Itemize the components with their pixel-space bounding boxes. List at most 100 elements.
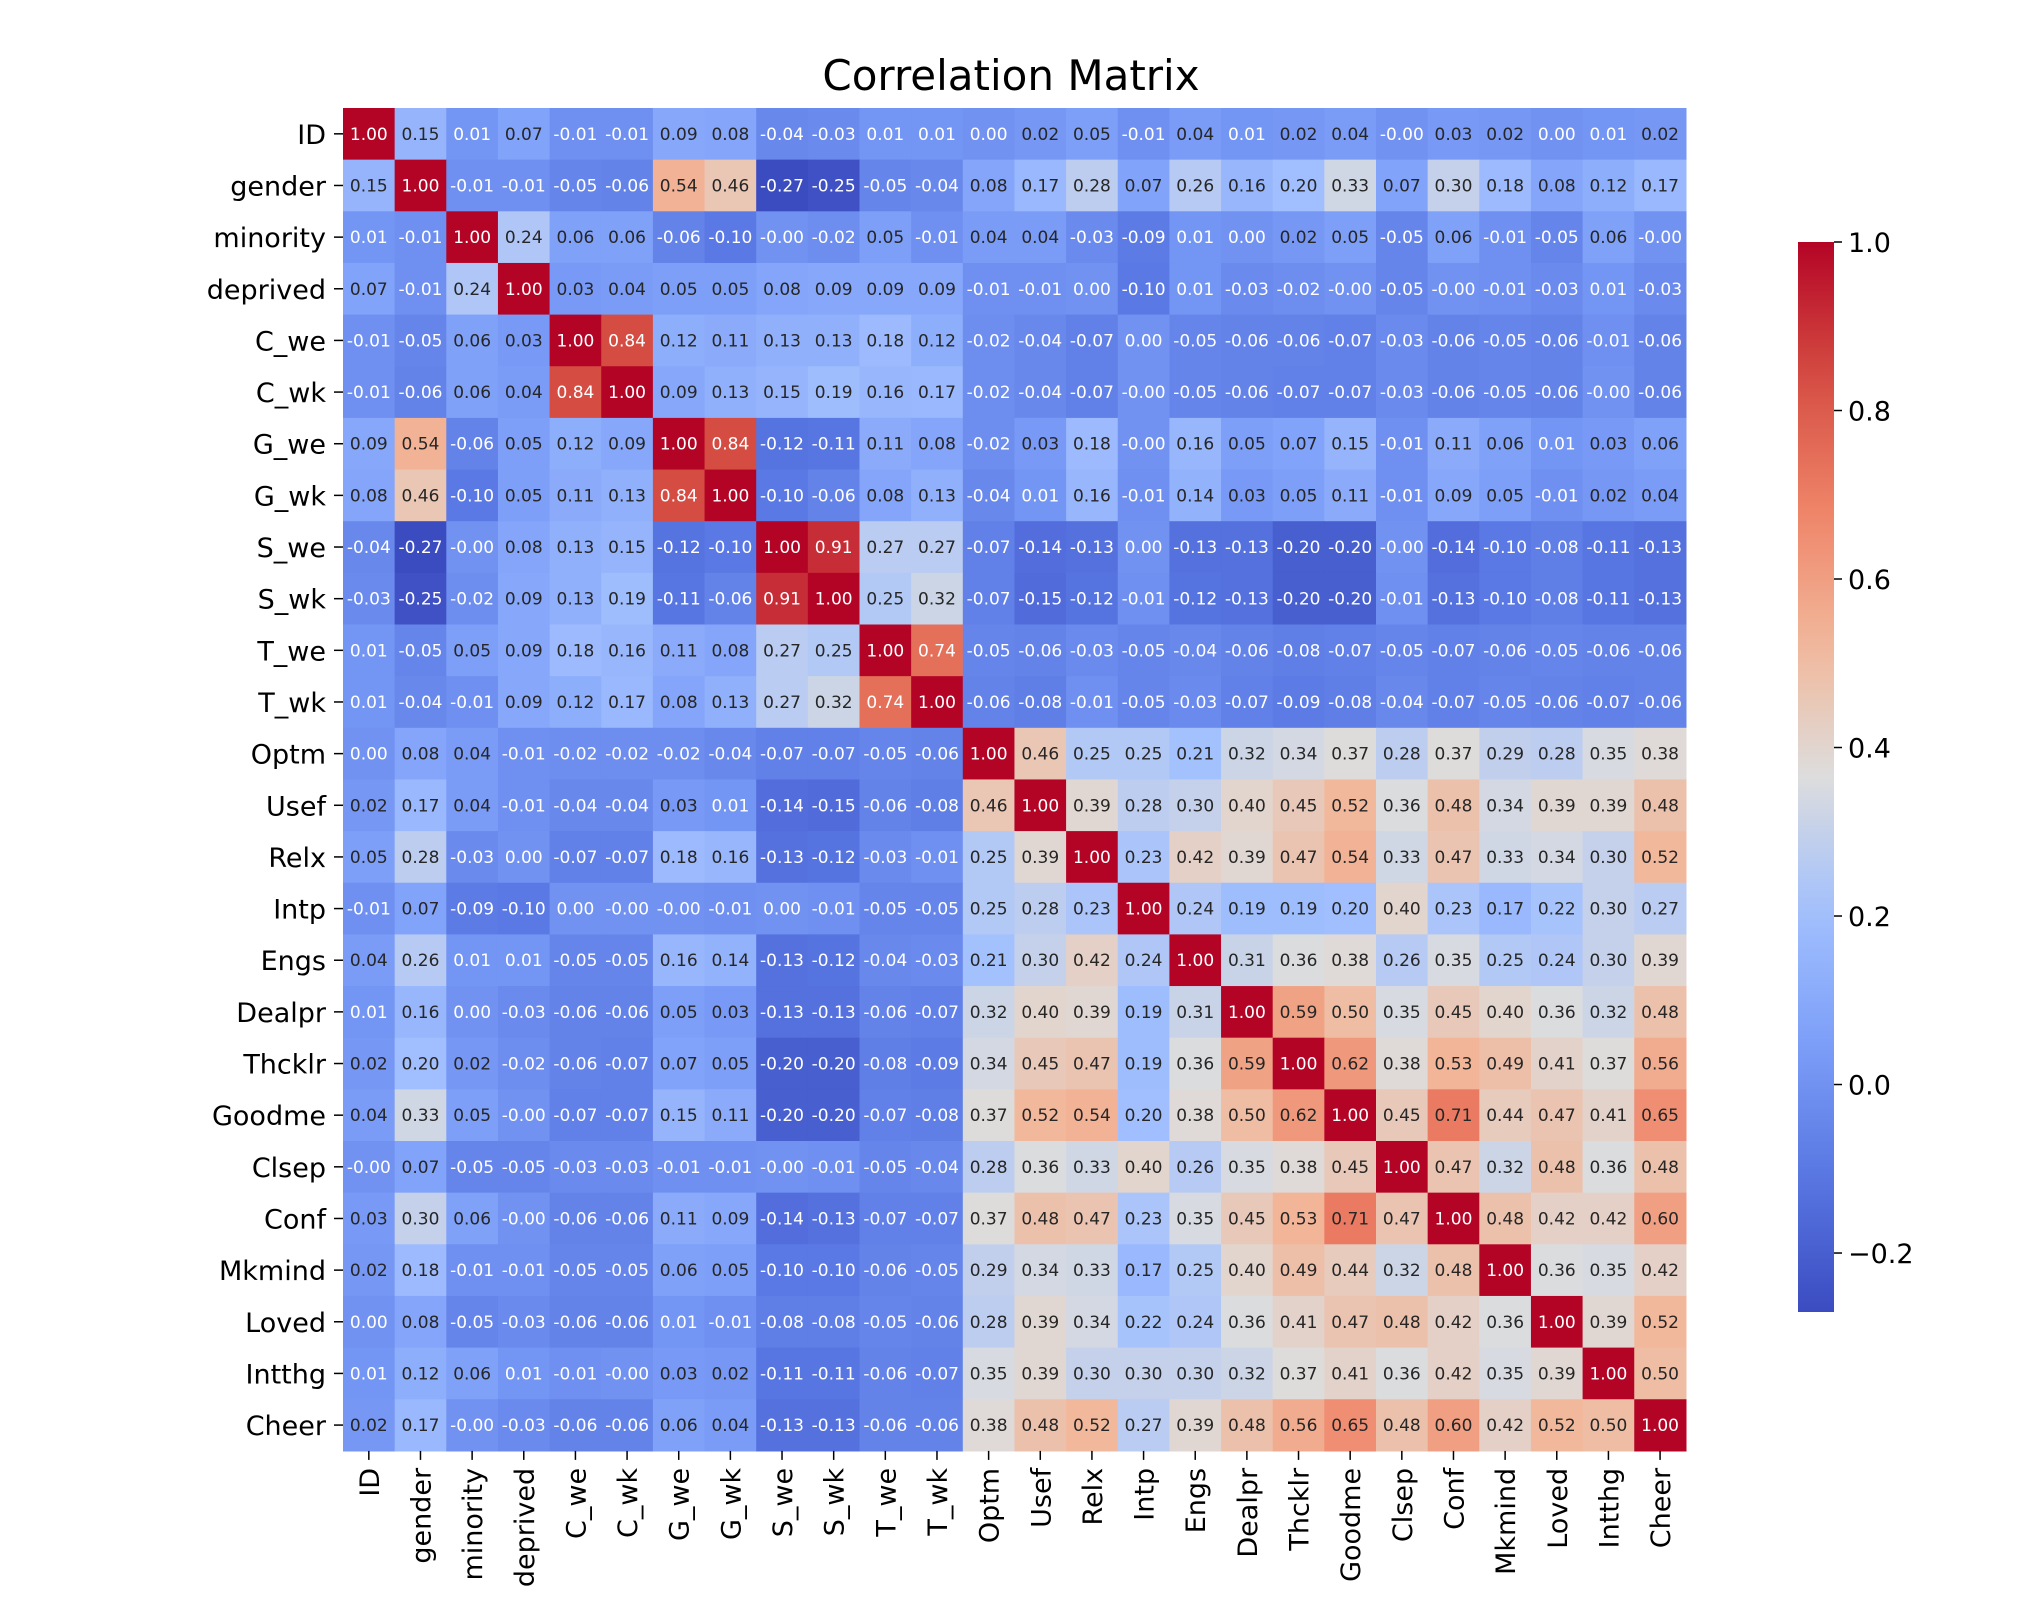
heatmap-cell <box>1221 676 1274 729</box>
heatmap-cell <box>601 779 654 832</box>
heatmap-cell <box>911 676 964 729</box>
heatmap-cell <box>1066 417 1119 471</box>
heatmap-cell <box>1582 779 1635 832</box>
heatmap-cell <box>1117 1244 1170 1297</box>
cell-value-label: -0.06 <box>553 1416 597 1436</box>
heatmap-cell <box>343 159 396 212</box>
cell-value-label: -0.09 <box>450 900 494 920</box>
heatmap-cell <box>549 1399 602 1452</box>
heatmap-cell <box>549 469 602 522</box>
heatmap-cell <box>1169 986 1222 1039</box>
cell-value-label: 1.00 <box>350 125 388 145</box>
heatmap-cell <box>859 262 912 316</box>
heatmap-cell <box>343 108 396 161</box>
heatmap-cell <box>1530 211 1584 264</box>
cell-value-label: 0.36 <box>1280 951 1318 971</box>
cell-value-label: 0.46 <box>402 486 440 506</box>
heatmap-cell <box>1221 1192 1274 1245</box>
cell-value-label: 1.00 <box>866 641 904 661</box>
heatmap-cell <box>1582 1192 1635 1245</box>
cell-value-label: 0.05 <box>1486 486 1524 506</box>
cell-value-label: -0.07 <box>1225 693 1269 713</box>
cell-value-label: 0.05 <box>505 486 543 506</box>
cell-value-label: 0.46 <box>1021 745 1059 765</box>
y-tick-label: Mkmind <box>219 1256 326 1287</box>
heatmap-cell <box>756 1141 809 1194</box>
heatmap-cell <box>1376 779 1429 832</box>
heatmap-cell <box>1427 1399 1480 1452</box>
colorbar-tick-label: 0.0 <box>1848 1071 1891 1102</box>
heatmap-cell <box>1066 262 1119 316</box>
cell-value-label: 0.26 <box>402 951 440 971</box>
cell-value-label: 0.30 <box>1589 848 1627 868</box>
cell-value-label: 0.06 <box>453 383 491 403</box>
y-tick-label: Cheer <box>246 1411 327 1442</box>
cell-value-label: 0.01 <box>660 1313 698 1333</box>
heatmap-cell <box>1582 159 1635 212</box>
cell-value-label: -0.05 <box>1173 383 1217 403</box>
heatmap-cell <box>1117 1141 1170 1194</box>
cell-value-label: -0.05 <box>398 641 442 661</box>
cell-value-label: -0.02 <box>553 745 597 765</box>
cell-value-label: 1.00 <box>1538 1313 1576 1333</box>
heatmap-cell <box>1530 1244 1584 1297</box>
cell-value-label: 0.38 <box>1176 1106 1214 1126</box>
y-tick-label: Clsep <box>252 1153 326 1184</box>
heatmap-cell <box>601 1347 654 1400</box>
heatmap-cell <box>497 521 551 574</box>
cell-value-label: 0.16 <box>866 383 904 403</box>
heatmap-cell <box>652 1089 706 1142</box>
cell-value-label: 0.01 <box>350 693 388 713</box>
cell-value-label: 0.27 <box>763 693 801 713</box>
cell-value-label: 0.39 <box>1073 1003 1111 1023</box>
heatmap-cell <box>962 314 1016 367</box>
cell-value-label: -0.06 <box>915 1416 959 1436</box>
heatmap-cell <box>1530 159 1584 212</box>
heatmap-cell <box>1530 521 1584 574</box>
cell-value-label: 1.00 <box>1280 1055 1318 1075</box>
colorbar: −0.2 0.0 0.2 0.4 0.6 0.8 1.0 <box>1798 228 1914 1312</box>
heatmap-cell <box>446 624 499 677</box>
cell-value-label: 0.03 <box>350 1209 388 1229</box>
heatmap-cell <box>343 1141 396 1194</box>
cell-value-label: -0.06 <box>450 435 494 455</box>
cell-value-label: 0.35 <box>1176 1209 1214 1229</box>
cell-value-label: 0.01 <box>866 125 904 145</box>
y-tick-label: Optm <box>251 740 326 771</box>
cell-value-label: 0.49 <box>1486 1055 1524 1075</box>
cell-value-label: 0.02 <box>1280 125 1318 145</box>
cell-value-label: -0.00 <box>1638 228 1682 248</box>
cell-value-label: 0.11 <box>557 486 595 506</box>
heatmap-cell <box>1427 1347 1480 1400</box>
cell-value-label: -0.01 <box>605 125 649 145</box>
cell-value-label: -0.07 <box>605 1106 649 1126</box>
cell-value-label: -0.00 <box>1122 383 1166 403</box>
cell-value-label: 0.15 <box>1331 435 1369 455</box>
heatmap-cell <box>1221 727 1274 781</box>
heatmap-cell <box>446 934 499 987</box>
cell-value-label: 0.06 <box>1435 228 1473 248</box>
cell-value-label: -0.27 <box>398 538 442 558</box>
heatmap-cell <box>756 831 809 884</box>
cell-value-label: 0.30 <box>402 1209 440 1229</box>
cell-value-label: -0.01 <box>450 176 494 196</box>
heatmap-cell <box>756 1347 809 1400</box>
heatmap-cell <box>1066 1089 1119 1142</box>
cell-value-label: 0.28 <box>1538 745 1576 765</box>
cell-value-label: 0.00 <box>1125 538 1163 558</box>
cell-value-label: 0.04 <box>350 951 388 971</box>
heatmap-cell <box>1530 1037 1584 1090</box>
cell-value-label: -0.01 <box>1586 331 1630 351</box>
cell-value-label: 0.52 <box>1073 1416 1111 1436</box>
cell-value-label: -0.08 <box>863 1055 907 1075</box>
cell-value-label: 1.00 <box>505 280 543 300</box>
heatmap-cell <box>1014 1347 1067 1400</box>
cell-value-label: 0.01 <box>918 125 956 145</box>
heatmap-cell <box>1530 831 1584 884</box>
heatmap-cell <box>807 934 861 987</box>
heatmap-cell <box>1530 1141 1584 1194</box>
cell-value-label: -0.03 <box>1070 228 1114 248</box>
heatmap-cell <box>1479 1192 1532 1245</box>
heatmap-cell <box>394 831 447 884</box>
heatmap-cell <box>1169 572 1222 626</box>
